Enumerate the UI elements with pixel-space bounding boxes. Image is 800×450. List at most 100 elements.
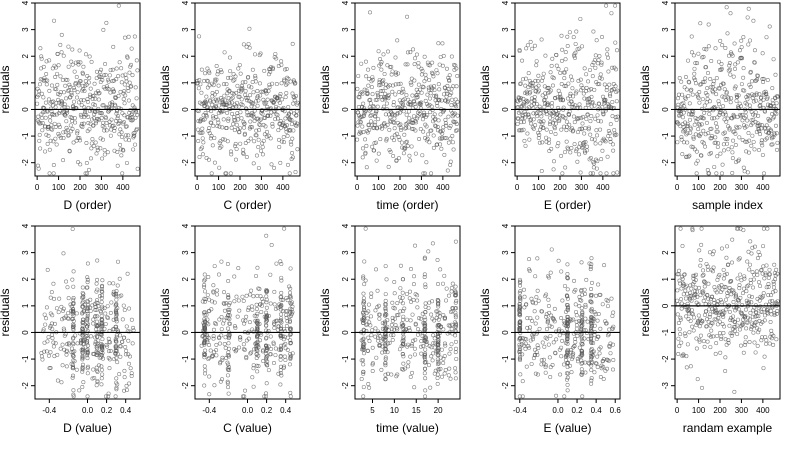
scatter-point (122, 82, 127, 87)
scatter-point (288, 266, 293, 271)
scatter-point (135, 68, 140, 73)
scatter-point (589, 256, 594, 261)
scatter-point (418, 316, 423, 321)
scatter-point (575, 359, 580, 364)
scatter-point (107, 340, 112, 345)
scatter-point (220, 125, 225, 130)
scatter-point (572, 142, 577, 147)
scatter-point (676, 102, 681, 107)
scatter-point (225, 379, 230, 384)
scatter-point (260, 145, 265, 150)
scatter-point (264, 134, 269, 139)
scatter-point (392, 280, 397, 285)
scatter-point (551, 159, 556, 164)
scatter-point (126, 133, 131, 138)
scatter-point (364, 74, 369, 79)
scatter-point (233, 118, 238, 123)
scatter-point (266, 313, 271, 318)
scatter-point (365, 91, 370, 96)
x-tick-label: 200 (233, 183, 247, 192)
scatter-point (577, 46, 582, 51)
scatter-point (97, 111, 102, 116)
scatter-point (579, 351, 584, 356)
scatter-point (255, 94, 260, 99)
scatter-point (220, 377, 225, 382)
scatter-point (122, 308, 127, 313)
scatter-point (59, 32, 64, 37)
scatter-point (448, 347, 453, 352)
scatter-point (249, 85, 254, 90)
scatter-point (702, 46, 707, 51)
scatter-point (409, 82, 414, 87)
scatter-point (122, 89, 127, 94)
y-tick-label: 1 (181, 80, 190, 85)
x-tick-label: 400 (756, 183, 770, 192)
scatter-point (237, 62, 242, 67)
scatter-point (279, 316, 284, 321)
x-tick-label: 100 (692, 406, 706, 415)
scatter-point (525, 131, 530, 136)
scatter-point (744, 124, 749, 129)
scatter-point (96, 91, 101, 96)
scatter-point (559, 58, 564, 63)
scatter-point (708, 85, 713, 90)
scatter-point (84, 285, 89, 290)
scatter-point (723, 297, 728, 302)
scatter-point (120, 339, 125, 344)
scatter-point (694, 119, 699, 124)
scatter-point (548, 120, 553, 125)
scatter-point (379, 126, 384, 131)
scatter-point (80, 300, 85, 305)
scatter-point (95, 346, 100, 351)
scatter-point (593, 116, 598, 121)
scatter-point (517, 309, 522, 314)
scatter-point (520, 58, 525, 63)
scatter-point (63, 77, 68, 82)
scatter-point (706, 281, 711, 286)
scatter-point (727, 309, 732, 314)
scatter-point (251, 366, 256, 371)
scatter-point (397, 295, 402, 300)
scatter-point (757, 92, 762, 97)
scatter-point (85, 350, 90, 355)
x-tick-label: 200 (713, 406, 727, 415)
scatter-point (53, 105, 58, 110)
scatter-point (263, 124, 268, 129)
scatter-point (86, 305, 91, 310)
scatter-point (373, 120, 378, 125)
scatter-point (288, 79, 293, 84)
scatter-point (574, 147, 579, 152)
scatter-point (202, 312, 207, 317)
scatter-point (560, 329, 565, 334)
scatter-point (440, 374, 445, 379)
scatter-point (723, 112, 728, 117)
scatter-point (380, 79, 385, 84)
scatter-point (92, 376, 97, 381)
scatter-point (589, 336, 594, 341)
scatter-point (111, 89, 116, 94)
scatter-point (231, 78, 236, 83)
scatter-point (680, 281, 685, 286)
scatter-point (445, 98, 450, 103)
scatter-point (231, 92, 236, 97)
scatter-point (568, 91, 573, 96)
scatter-point (723, 136, 728, 141)
scatter-point (236, 66, 241, 71)
scatter-point (99, 110, 104, 115)
scatter-point (106, 87, 111, 92)
scatter-point (232, 115, 237, 120)
scatter-point (686, 79, 691, 84)
scatter-point (212, 135, 217, 140)
scatter-point (266, 344, 271, 349)
scatter-point (588, 119, 593, 124)
scatter-point (362, 342, 367, 347)
scatter-point (577, 345, 582, 350)
scatter-point (227, 55, 232, 60)
scatter-point (99, 344, 104, 349)
scatter-point (406, 364, 411, 369)
scatter-point (540, 309, 545, 314)
scatter-point (214, 64, 219, 69)
scatter-point (226, 295, 231, 300)
scatter-point (734, 98, 739, 103)
scatter-point (95, 301, 100, 306)
